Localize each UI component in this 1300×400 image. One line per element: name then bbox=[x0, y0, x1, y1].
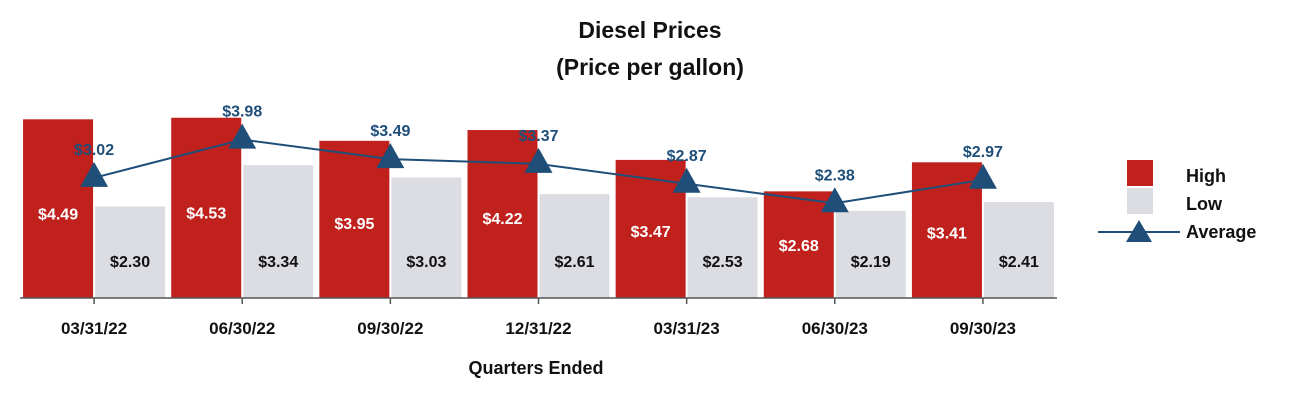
label-low-4: $2.53 bbox=[703, 254, 743, 271]
x-tick-label-0: 03/31/22 bbox=[61, 319, 127, 338]
label-average-1: $3.98 bbox=[222, 104, 262, 121]
bar-layer bbox=[23, 117, 1054, 298]
label-high-0: $4.49 bbox=[38, 206, 78, 223]
label-high-3: $4.22 bbox=[482, 211, 522, 228]
bar-high-3 bbox=[467, 130, 538, 298]
label-average-4: $2.87 bbox=[667, 148, 707, 165]
bar-low-2 bbox=[391, 177, 462, 298]
label-low-5: $2.19 bbox=[851, 254, 891, 271]
x-axis-ticks: 03/31/22 06/30/22 09/30/22 12/31/22 03/31/23… bbox=[61, 298, 1016, 338]
label-average-6: $2.97 bbox=[963, 144, 1003, 161]
average-marker-2 bbox=[376, 143, 405, 169]
legend-average-marker bbox=[1126, 220, 1152, 242]
bar-low-5 bbox=[835, 210, 906, 298]
x-tick-label-4: 03/31/23 bbox=[654, 319, 720, 338]
average-marker-3 bbox=[524, 147, 553, 173]
average-marker-5 bbox=[820, 187, 849, 213]
label-low-3: $2.61 bbox=[554, 254, 594, 271]
legend-high-swatch bbox=[1127, 160, 1153, 186]
bar-label-layer: $4.49 $2.30 $4.53 $3.34 $3.95 $3.03 $4.22 $2.61… bbox=[38, 206, 1039, 271]
x-tick-label-5: 06/30/23 bbox=[802, 319, 868, 338]
label-low-1: $3.34 bbox=[258, 254, 298, 271]
bar-low-3 bbox=[539, 194, 610, 298]
average-marker-4 bbox=[672, 167, 701, 193]
x-tick-label-6: 09/30/23 bbox=[950, 319, 1016, 338]
bar-low-0 bbox=[95, 206, 166, 298]
x-tick-label-2: 09/30/22 bbox=[357, 319, 423, 338]
label-high-4: $3.47 bbox=[631, 224, 671, 241]
average-marker-0 bbox=[80, 161, 109, 187]
label-average-2: $3.49 bbox=[370, 123, 410, 140]
bar-low-4 bbox=[687, 197, 758, 298]
chart-subtitle: (Price per gallon) bbox=[556, 54, 744, 80]
bar-low-6 bbox=[983, 202, 1054, 298]
average-marker-1 bbox=[228, 123, 257, 149]
label-high-2: $3.95 bbox=[334, 216, 374, 233]
label-low-6: $2.41 bbox=[999, 254, 1039, 271]
average-line-layer: $3.02 $3.98 $3.49 $3.37 $2.87 $2.38 $2.97 bbox=[74, 104, 1003, 213]
label-low-2: $3.03 bbox=[406, 254, 446, 271]
legend: High Low Average bbox=[1098, 160, 1256, 242]
label-high-5: $2.68 bbox=[779, 238, 819, 255]
legend-low-swatch bbox=[1127, 188, 1153, 214]
x-tick-label-3: 12/31/22 bbox=[505, 319, 571, 338]
chart-title: Diesel Prices bbox=[578, 17, 721, 43]
average-marker-6 bbox=[968, 163, 997, 189]
legend-average-label: Average bbox=[1186, 222, 1256, 242]
label-average-0: $3.02 bbox=[74, 142, 114, 159]
x-tick-label-1: 06/30/22 bbox=[209, 319, 275, 338]
bar-high-5 bbox=[763, 191, 834, 298]
x-axis-title: Quarters Ended bbox=[468, 358, 603, 378]
legend-low-label: Low bbox=[1186, 194, 1223, 214]
label-average-5: $2.38 bbox=[815, 167, 855, 184]
label-high-1: $4.53 bbox=[186, 206, 226, 223]
label-high-6: $3.41 bbox=[927, 225, 967, 242]
bar-low-1 bbox=[243, 165, 314, 298]
legend-high-label: High bbox=[1186, 166, 1226, 186]
bar-high-0 bbox=[23, 119, 94, 298]
label-low-0: $2.30 bbox=[110, 254, 150, 271]
label-average-3: $3.37 bbox=[518, 128, 558, 145]
